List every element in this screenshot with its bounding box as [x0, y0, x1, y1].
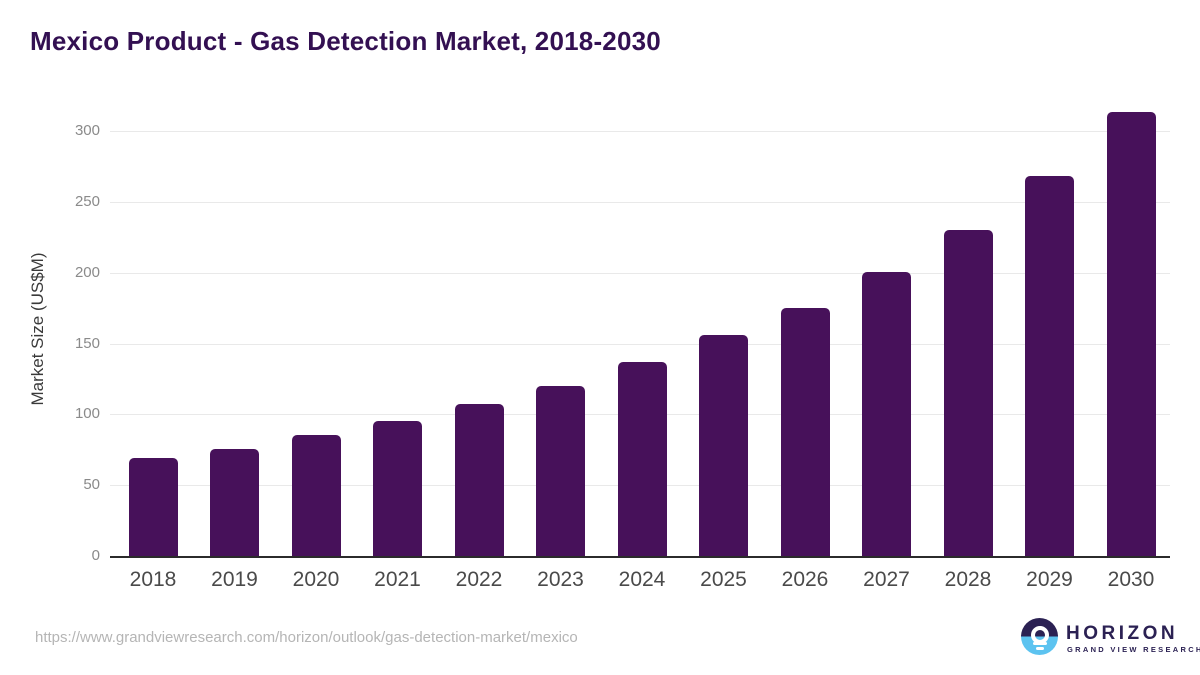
bar-2028 [943, 229, 993, 557]
source-url: https://www.grandviewresearch.com/horizo… [35, 629, 578, 646]
x-tick-label-2023: 2023 [537, 568, 584, 591]
gridline-150 [110, 343, 1170, 345]
logo-subtitle: GRAND VIEW RESEARCH [1067, 645, 1200, 654]
chart-title: Mexico Product - Gas Detection Market, 2… [30, 26, 661, 56]
y-tick-label-100: 100 [74, 405, 100, 423]
gridline-250 [110, 201, 1170, 203]
x-tick-label-2020: 2020 [292, 568, 340, 591]
horizon-logo: HORIZON GRAND VIEW RESEARCH [1021, 617, 1200, 657]
bar-2020 [291, 435, 341, 557]
bar-2024 [617, 361, 667, 557]
bar-2026 [780, 307, 830, 557]
x-tick-label-2022: 2022 [455, 568, 503, 591]
bar-2023 [536, 385, 585, 557]
sun-icon [1030, 625, 1049, 644]
y-tick-label-50: 50 [83, 476, 100, 494]
plot-area: Market Size (US$M) 0 50 100 150 200 250 300 20… [28, 100, 1170, 591]
bar-2022 [454, 404, 504, 557]
bar-2019 [210, 449, 259, 557]
y-tick-label-0: 0 [91, 547, 100, 564]
y-tick-label-150: 150 [74, 334, 100, 352]
bar-2027 [862, 272, 911, 557]
x-tick-label-2029: 2029 [1026, 568, 1073, 591]
x-tick-label-2018: 2018 [129, 568, 177, 591]
sun-horizon-icon [1021, 618, 1058, 655]
y-tick-label-200: 200 [74, 263, 100, 281]
bar-2021 [373, 421, 422, 557]
x-axis-baseline [110, 556, 1170, 558]
logo-wordmark: HORIZON [1066, 623, 1179, 644]
x-tick-label-2030: 2030 [1107, 568, 1155, 591]
gridline-300 [110, 131, 1170, 132]
x-tick-label-2019: 2019 [211, 568, 258, 591]
bar-2029 [1025, 175, 1074, 557]
y-axis-label: Market Size (US$M) [28, 251, 47, 406]
wave-icon [1035, 647, 1044, 650]
x-tick-label-2026: 2026 [781, 568, 829, 591]
y-tick-label-300: 300 [74, 122, 100, 139]
wave-icon [1032, 642, 1047, 645]
x-tick-label-2027: 2027 [863, 568, 910, 591]
bar-2030 [1106, 112, 1156, 557]
x-tick-label-2025: 2025 [700, 568, 747, 591]
x-tick-label-2028: 2028 [944, 568, 992, 591]
y-tick-label-250: 250 [74, 192, 100, 210]
bar-2018 [128, 457, 178, 557]
bar-2025 [699, 334, 748, 557]
x-tick-label-2021: 2021 [374, 568, 421, 591]
gridline-200 [110, 272, 1170, 274]
x-tick-label-2024: 2024 [618, 568, 666, 591]
